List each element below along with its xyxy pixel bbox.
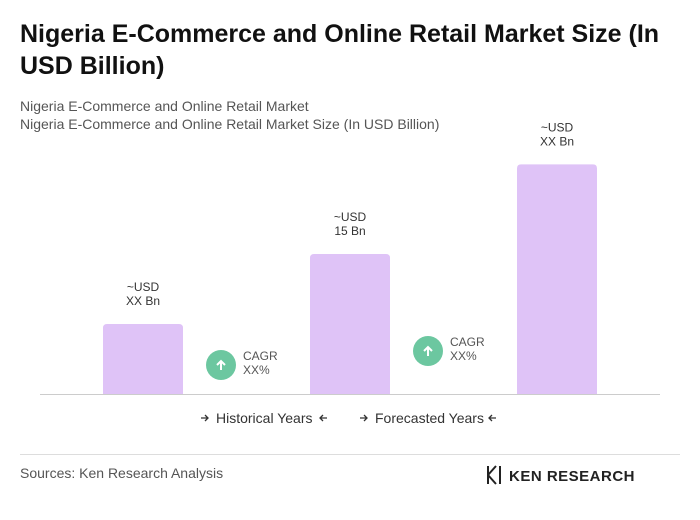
arrow-left <box>488 414 496 422</box>
source: Sources: Ken Research Analysis <box>20 465 224 481</box>
period-label: Historical Years <box>216 410 313 426</box>
cagr-label: CAGR XX% <box>243 349 278 377</box>
cagr-arrow <box>423 345 433 356</box>
bar <box>103 324 183 394</box>
value-label-line: ~USD <box>127 280 160 294</box>
value-label-line: ~USD <box>541 120 574 134</box>
bar <box>517 164 597 394</box>
value-label-line: 15 Bn <box>334 224 365 238</box>
cagr-label-line: CAGR <box>450 335 485 349</box>
value-label-line: ~USD <box>334 210 367 224</box>
value-label-line: XX Bn <box>540 134 574 148</box>
arrow-right <box>201 414 209 422</box>
value-label: ~USD XX Bn <box>126 280 160 308</box>
subtitle: Nigeria E-Commerce and Online Retail Mar… <box>20 116 440 132</box>
brand: KEN RESEARCH <box>509 468 635 485</box>
arrow-right <box>360 414 368 422</box>
chart-title: Nigeria E-Commerce and Online Retail Mar… <box>20 20 660 80</box>
cagr-arrow <box>216 359 226 370</box>
logo-icon <box>487 465 501 485</box>
cagr-label-line: CAGR <box>243 349 278 363</box>
period-label: Forecasted Years <box>375 410 484 426</box>
subtitle: Nigeria E-Commerce and Online Retail Mar… <box>20 98 309 114</box>
bar <box>310 254 390 394</box>
cagr-label-line: XX% <box>450 349 477 363</box>
value-label: ~USD XX Bn <box>540 120 574 148</box>
arrow-left <box>319 414 327 422</box>
value-label-line: XX Bn <box>126 294 160 308</box>
cagr-label: CAGR XX% <box>450 335 485 363</box>
value-label: ~USD 15 Bn <box>334 210 367 238</box>
cagr-label-line: XX% <box>243 363 270 377</box>
